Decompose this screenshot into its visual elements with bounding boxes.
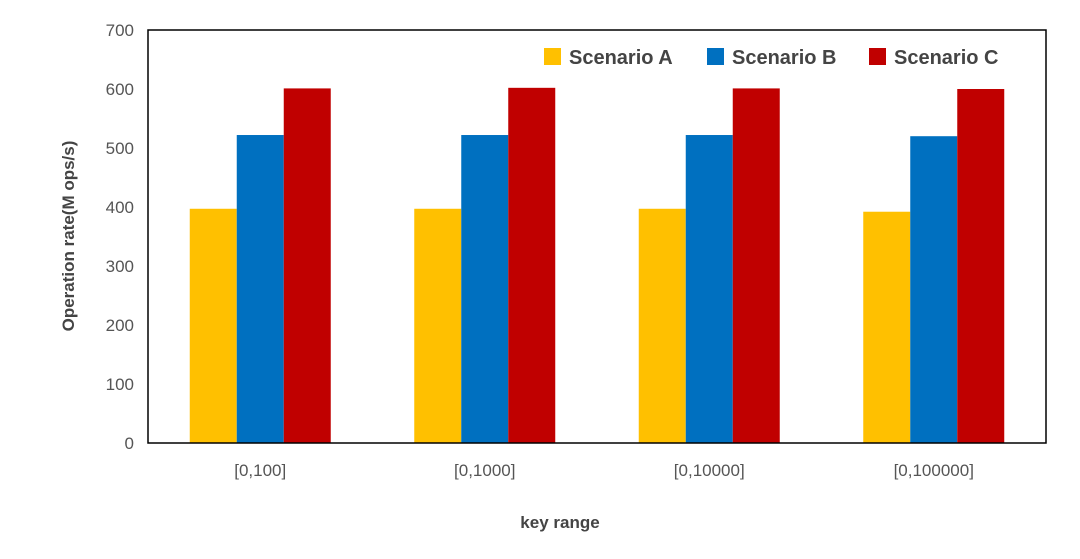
legend: Scenario A Scenario B Scenario C <box>544 47 998 69</box>
y-axis-ticks: 0 100 200 300 400 500 600 700 <box>106 21 134 453</box>
bar-scenario-b-0 <box>236 135 284 443</box>
x-axis-title: key range <box>520 513 599 532</box>
legend-swatch-scenario-b <box>707 48 724 65</box>
bar-scenario-c-2 <box>732 88 780 443</box>
x-tick-label: [0,1000] <box>454 461 515 480</box>
y-tick-label: 300 <box>106 257 134 276</box>
bars <box>189 87 1005 443</box>
x-tick-label: [0,10000] <box>674 461 745 480</box>
legend-label: Scenario C <box>894 47 998 69</box>
bar-scenario-a-1 <box>414 208 462 443</box>
legend-label: Scenario B <box>732 47 836 69</box>
y-axis-title: Operation rate(M ops/s) <box>59 141 78 332</box>
plot-frame <box>147 29 1047 444</box>
x-tick-label: [0,100] <box>234 461 286 480</box>
y-tick-label: 700 <box>106 21 134 40</box>
y-tick-label: 500 <box>106 139 134 158</box>
bar-scenario-a-2 <box>638 208 686 443</box>
bar-scenario-a-0 <box>189 208 237 443</box>
y-tick-label: 200 <box>106 316 134 335</box>
legend-swatch-scenario-a <box>544 48 561 65</box>
y-tick-label: 400 <box>106 198 134 217</box>
bar-scenario-b-2 <box>685 135 733 443</box>
legend-label: Scenario A <box>569 47 673 69</box>
bar-scenario-c-0 <box>283 88 331 443</box>
y-tick-label: 0 <box>125 434 134 453</box>
legend-swatch-scenario-c <box>869 48 886 65</box>
x-tick-label: [0,100000] <box>894 461 974 480</box>
bar-scenario-c-1 <box>508 87 556 443</box>
bar-scenario-c-3 <box>957 89 1005 443</box>
bar-scenario-a-3 <box>863 211 911 443</box>
bar-scenario-b-3 <box>910 136 958 443</box>
bar-scenario-b-1 <box>461 135 509 443</box>
y-tick-label: 600 <box>106 80 134 99</box>
x-axis-ticks: [0,100] [0,1000] [0,10000] [0,100000] <box>234 461 974 480</box>
y-tick-label: 100 <box>106 375 134 394</box>
